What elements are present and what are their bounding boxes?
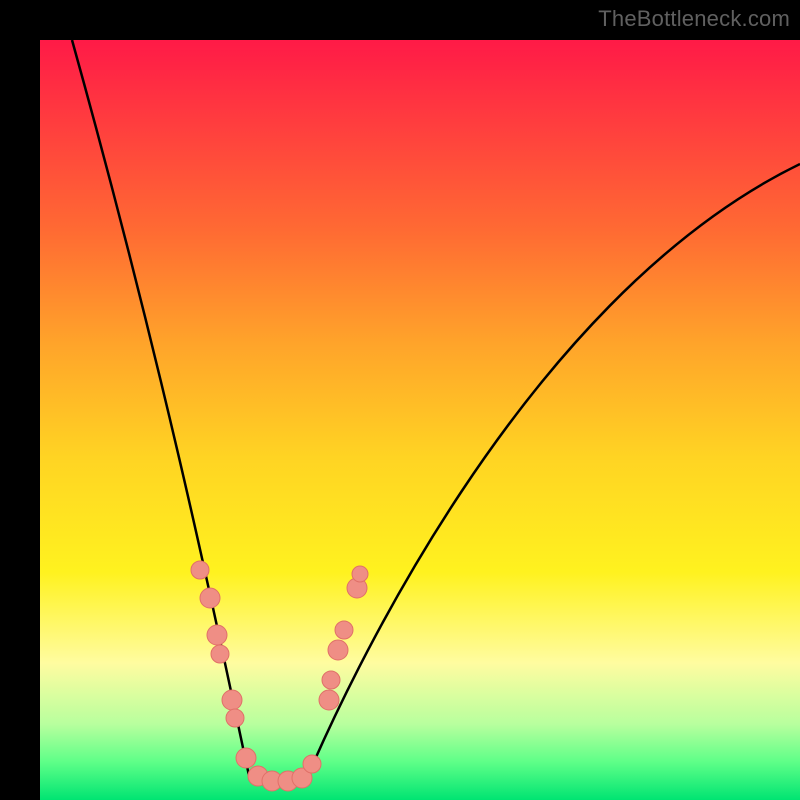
plot-area xyxy=(40,40,800,800)
watermark-text: TheBottleneck.com xyxy=(598,6,790,32)
curve-marker xyxy=(200,588,220,608)
curve-marker xyxy=(322,671,340,689)
curve-marker xyxy=(303,755,321,773)
curve-marker xyxy=(207,625,227,645)
curve-marker xyxy=(319,690,339,710)
chart-svg xyxy=(0,0,800,800)
curve-marker xyxy=(328,640,348,660)
curve-marker xyxy=(226,709,244,727)
curve-marker xyxy=(335,621,353,639)
bottleneck-chart: TheBottleneck.com xyxy=(0,0,800,800)
curve-marker xyxy=(352,566,368,582)
curve-marker xyxy=(191,561,209,579)
curve-marker xyxy=(222,690,242,710)
curve-marker xyxy=(236,748,256,768)
curve-marker xyxy=(211,645,229,663)
